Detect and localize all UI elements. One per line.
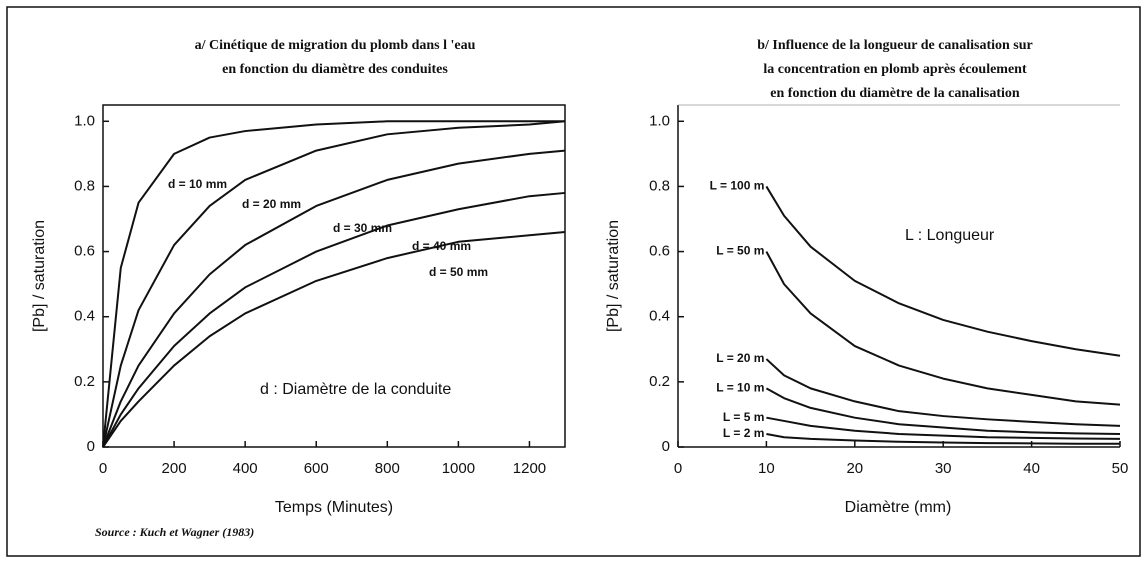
y-tick-label: 0.6 (649, 243, 670, 260)
x-tick-label: 10 (758, 460, 775, 477)
x-tick-label: 600 (304, 460, 329, 477)
series-line (765, 358, 1121, 427)
series-line (766, 432, 1120, 445)
y-tick-label: 0.4 (649, 308, 670, 325)
x-tick-label: 1200 (513, 460, 546, 477)
y-axis-label: [Pb] / saturation (605, 220, 622, 332)
chart-title: en fonction du diamètre de la canalisati… (770, 86, 1020, 101)
series-line (765, 185, 1121, 357)
series-line (765, 387, 1121, 435)
x-tick-label: 0 (99, 460, 107, 477)
series-line (102, 191, 566, 448)
series-line (102, 231, 566, 448)
x-tick-label: 0 (674, 460, 682, 477)
x-tick-label: 200 (162, 460, 187, 477)
series-label: d = 20 mm (242, 197, 301, 211)
y-tick-label: 0.8 (649, 177, 670, 194)
chart-title: a/ Cinétique de migration du plomb dans … (195, 38, 476, 53)
x-tick-label: 1000 (442, 460, 475, 477)
source: Source : Kuch et Wagner (1983) (95, 525, 254, 539)
annotation: d : Diamètre de la conduite (260, 381, 451, 398)
x-axis-label: Diamètre (mm) (845, 499, 952, 516)
series-label: L = 100 m (710, 179, 765, 193)
series-label: L = 2 m (723, 426, 764, 440)
series-line (102, 120, 565, 448)
chart-title: b/ Influence de la longueur de canalisat… (757, 38, 1033, 53)
x-tick-label: 30 (935, 460, 952, 477)
chart-title: la concentration en plomb après écouleme… (763, 62, 1027, 77)
series-line (102, 149, 566, 448)
x-tick-label: 800 (375, 460, 400, 477)
series-label: L = 5 m (723, 410, 764, 424)
series-label: d = 50 mm (429, 265, 488, 279)
x-tick-label: 20 (846, 460, 863, 477)
series-line (102, 120, 566, 448)
y-tick-label: 0 (662, 438, 670, 455)
plot-frame (102, 104, 566, 448)
y-axis-label: [Pb] / saturation (31, 220, 48, 332)
y-tick-label: 0.2 (74, 373, 95, 390)
y-tick-label: 1.0 (649, 112, 670, 129)
series-line (765, 251, 1121, 406)
chart-title: en fonction du diamètre des conduites (222, 62, 448, 77)
y-tick-label: 0.4 (74, 308, 95, 325)
series-label: L = 10 m (716, 381, 764, 395)
x-tick-label: 50 (1112, 460, 1129, 477)
x-axis-label: Temps (Minutes) (275, 499, 393, 516)
x-tick-label: 40 (1023, 460, 1040, 477)
series-label: L = 50 m (716, 244, 764, 258)
frame (6, 6, 1141, 557)
x-tick-label: 400 (233, 460, 258, 477)
y-tick-label: 0 (87, 438, 95, 455)
y-tick-label: 1.0 (74, 112, 95, 129)
series-label: L = 20 m (716, 351, 764, 365)
y-tick-label: 0.6 (74, 243, 95, 260)
series-line (766, 416, 1121, 440)
annotation: L : Longueur (905, 227, 995, 244)
series-label: d = 30 mm (333, 221, 392, 235)
series-label: d = 10 mm (168, 177, 227, 191)
y-tick-label: 0.2 (649, 373, 670, 390)
y-tick-label: 0.8 (74, 177, 95, 194)
